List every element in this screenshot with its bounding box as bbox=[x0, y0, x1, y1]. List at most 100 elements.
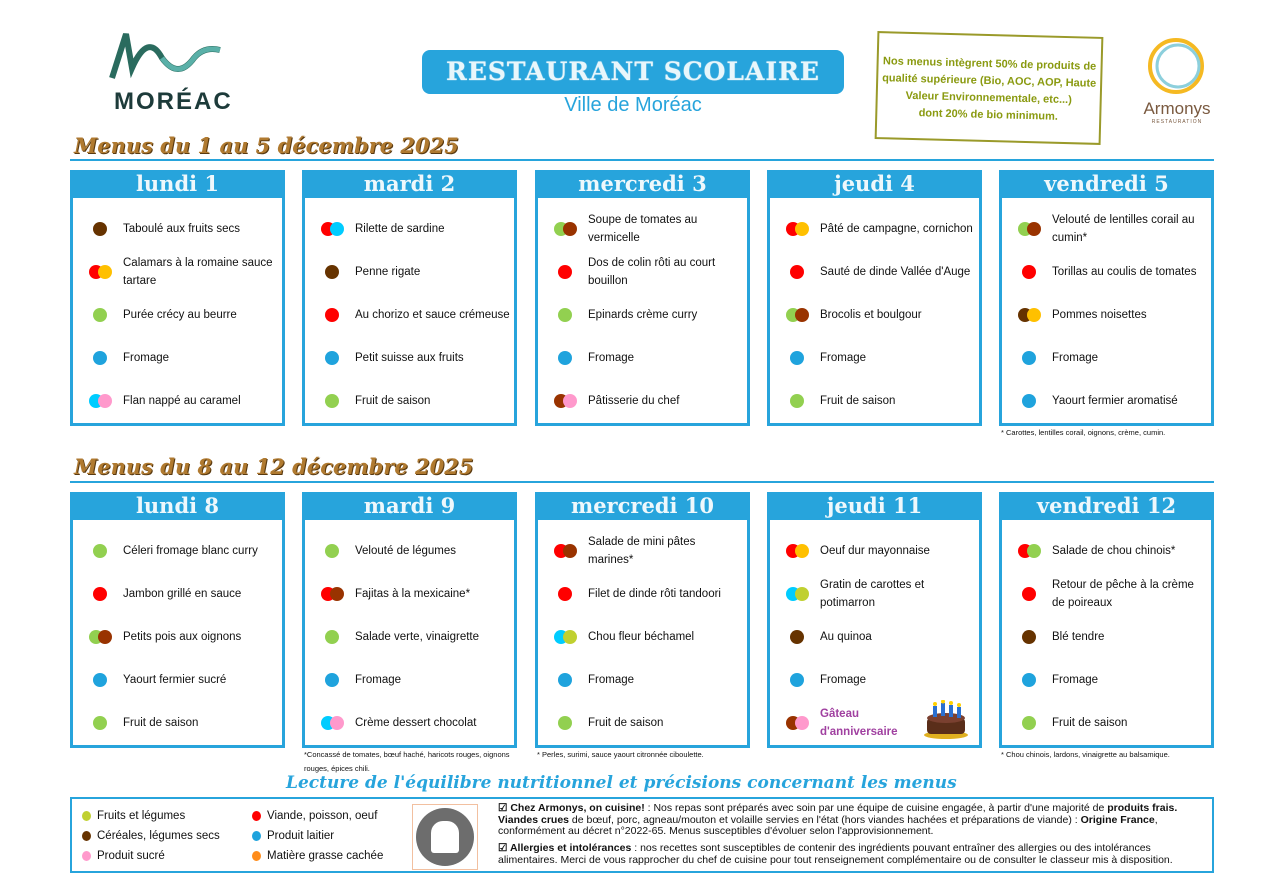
dish-label: Gâteau d'anniversaire bbox=[820, 707, 898, 738]
menu-item: Pâtisserie du chef bbox=[538, 379, 747, 422]
menu-item: Fruit de saison bbox=[538, 701, 747, 744]
category-dots bbox=[1002, 350, 1052, 365]
info-text: : Nos repas sont préparés avec soin par … bbox=[644, 802, 1108, 814]
category-dots bbox=[305, 221, 355, 236]
menu-item: Fromage bbox=[770, 658, 979, 701]
dish-label: Salade de chou chinois* bbox=[1052, 544, 1176, 557]
lime-dot-icon bbox=[794, 586, 809, 601]
category-dots bbox=[73, 715, 123, 730]
category-dots bbox=[538, 264, 588, 279]
green-dot-icon bbox=[325, 629, 339, 644]
category-dots bbox=[305, 264, 355, 279]
category-dots bbox=[770, 672, 820, 687]
category-dots bbox=[538, 629, 588, 644]
dish-label: Blé tendre bbox=[1052, 630, 1105, 643]
dish-label: Fromage bbox=[1052, 673, 1099, 686]
menu-item: Salade verte, vinaigrette bbox=[305, 615, 514, 658]
day-header: lundi 8 bbox=[70, 492, 285, 520]
menu-item: Brocolis et boulgour bbox=[770, 293, 979, 336]
menu-item: Purée crécy au beurre bbox=[73, 293, 282, 336]
category-dots bbox=[1002, 715, 1052, 730]
menu-item: Fajitas à la mexicaine* bbox=[305, 572, 514, 615]
info-text-bold: Viandes crues bbox=[498, 813, 570, 826]
category-dots bbox=[305, 715, 355, 730]
category-dots bbox=[538, 221, 588, 236]
menu-item: Céleri fromage blanc curry bbox=[73, 529, 282, 572]
yellow-dot-icon bbox=[794, 221, 809, 236]
green-dot-icon bbox=[1026, 543, 1041, 558]
green-dot-icon bbox=[558, 715, 572, 730]
menu-item: Sauté de dinde Vallée d'Auge bbox=[770, 250, 979, 293]
blue-dot-icon bbox=[790, 672, 804, 687]
category-dots bbox=[1002, 629, 1052, 644]
dish-label: Fromage bbox=[820, 351, 867, 364]
category-dots bbox=[770, 586, 820, 601]
moreac-logo: MORÉAC bbox=[108, 28, 238, 118]
green-dot-icon bbox=[325, 393, 339, 408]
red-dot-icon bbox=[558, 264, 572, 279]
day-header: mardi 9 bbox=[302, 492, 517, 520]
armonys-logo: Armonys RESTAURATION bbox=[1134, 36, 1220, 125]
info-text: de bœuf, porc, agneau/mouton et volaille… bbox=[569, 813, 1081, 826]
pink-dot-icon bbox=[329, 715, 344, 730]
red-dot-icon bbox=[790, 264, 804, 279]
brown-dot-icon bbox=[325, 264, 339, 279]
blue-dot-icon bbox=[325, 672, 339, 687]
day-header: mercredi 10 bbox=[535, 492, 750, 520]
dish-label: Fruit de saison bbox=[123, 716, 199, 729]
legend-title: Lecture de l'équilibre nutritionnel et p… bbox=[286, 773, 957, 793]
rust-dot-icon bbox=[1026, 221, 1041, 236]
category-dots bbox=[770, 543, 820, 558]
menu-item: Chou fleur béchamel bbox=[538, 615, 747, 658]
menu-item: Velouté de légumes bbox=[305, 529, 514, 572]
red-dot-icon bbox=[93, 586, 107, 601]
dish-label: Salade de mini pâtes marines* bbox=[588, 535, 696, 566]
week-2-title: Menus du 8 au 12 décembre 2025 bbox=[74, 454, 474, 479]
brown-dot-icon bbox=[1022, 629, 1036, 644]
quality-note: Nos menus intègrent 50% de produits de q… bbox=[874, 31, 1104, 145]
armonys-sub: RESTAURATION bbox=[1151, 119, 1203, 125]
menu-item: Salade de chou chinois* bbox=[1002, 529, 1211, 572]
dish-label: Torillas au coulis de tomates bbox=[1052, 265, 1197, 278]
dish-label: Rilette de sardine bbox=[355, 222, 445, 235]
dish-label: Velouté de lentilles corail au cumin* bbox=[1052, 213, 1195, 244]
category-dots bbox=[538, 307, 588, 322]
category-dots bbox=[770, 264, 820, 279]
blue-dot-icon bbox=[1022, 393, 1036, 408]
day-header: mercredi 3 bbox=[535, 170, 750, 198]
menu-item: Epinards crème curry bbox=[538, 293, 747, 336]
dish-label: Filet de dinde rôti tandoori bbox=[588, 587, 721, 600]
legend-item: Produit sucré bbox=[82, 850, 165, 862]
footnote: *Concassé de tomates, bœuf haché, harico… bbox=[304, 750, 510, 773]
menu-item: Velouté de lentilles corail au cumin* bbox=[1002, 207, 1211, 250]
dish-label: Gratin de carottes et potimarron bbox=[820, 578, 925, 609]
yellow-dot-icon bbox=[1026, 307, 1041, 322]
dish-label: Fruit de saison bbox=[1052, 716, 1128, 729]
legend-label: Viande, poisson, oeuf bbox=[267, 810, 378, 822]
category-dots bbox=[73, 393, 123, 408]
dish-label: Salade verte, vinaigrette bbox=[355, 630, 480, 643]
dish-label: Pâté de campagne, cornichon bbox=[820, 222, 973, 235]
category-dots bbox=[305, 307, 355, 322]
dish-label: Yaourt fermier sucré bbox=[123, 673, 227, 686]
dish-label: Yaourt fermier aromatisé bbox=[1052, 394, 1178, 407]
category-dots bbox=[770, 307, 820, 322]
legend-label: Céréales, légumes secs bbox=[97, 830, 220, 842]
legend-item: Matière grasse cachée bbox=[252, 850, 383, 862]
category-dots bbox=[73, 629, 123, 644]
menu-item: Au quinoa bbox=[770, 615, 979, 658]
blue-dot-icon bbox=[558, 672, 572, 687]
dish-label: Petit suisse aux fruits bbox=[355, 351, 464, 364]
category-dots bbox=[770, 221, 820, 236]
dish-label: Fromage bbox=[355, 673, 402, 686]
day-header: vendredi 12 bbox=[999, 492, 1214, 520]
week-2-divider bbox=[70, 481, 1214, 483]
info-text-bold: Origine France bbox=[1080, 813, 1155, 826]
info-text: , conformément au décret n°2022-65. Menu… bbox=[498, 813, 1158, 837]
info-allergies-heading: ☑ Allergies et intolérances bbox=[498, 842, 632, 854]
category-dots bbox=[770, 629, 820, 644]
dish-label: Penne rigate bbox=[355, 265, 421, 278]
menu-item: Pâté de campagne, cornichon bbox=[770, 207, 979, 250]
day-card: vendredi 5 Velouté de lentilles corail au… bbox=[999, 170, 1214, 426]
category-dots bbox=[538, 672, 588, 687]
